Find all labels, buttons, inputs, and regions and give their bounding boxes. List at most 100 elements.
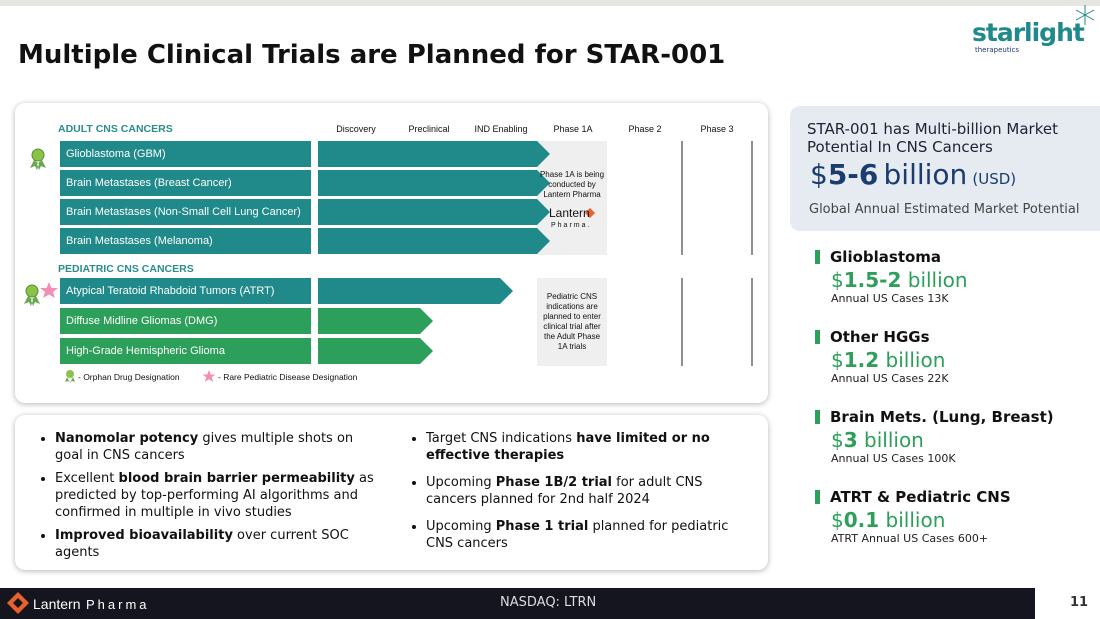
market-panel <box>790 106 1100 231</box>
bullet-bold: Nanomolar potency <box>55 431 199 446</box>
indication-list: Glioblastoma $1.5-2 billion Annual US Case… <box>815 250 1095 570</box>
indication-row: High-Grade Hemispheric Glioma <box>60 338 311 364</box>
amount: 5-6 <box>827 158 879 191</box>
indication-row: Brain Metastases (Melanoma) <box>60 228 311 254</box>
slide-title: Multiple Clinical Trials are Planned for… <box>18 40 726 70</box>
indication-row: Diffuse Midline Gliomas (DMG) <box>60 308 311 334</box>
indication-cases: ATRT Annual US Cases 600+ <box>831 532 989 545</box>
legend-entry: - Orphan Drug Designation <box>78 372 180 382</box>
unit: billion <box>907 268 968 292</box>
currency: $ <box>831 268 844 292</box>
indication-row: Glioblastoma (GBM) <box>60 141 311 167</box>
legend-entry: - Rare Pediatric Disease Designation <box>218 372 358 382</box>
stage-label: Phase 2 <box>628 124 662 134</box>
indication: Glioblastoma $1.5-2 billion Annual US Case… <box>815 250 1095 330</box>
currency: $ <box>831 428 844 452</box>
pipeline-graphics <box>24 141 753 383</box>
unit: billion <box>885 508 946 532</box>
currency: $ <box>810 158 828 191</box>
phase-note: Pediatric CNS indications are planned to… <box>543 292 601 351</box>
indication-value: $0.1 billion <box>831 508 1095 532</box>
bullet: Excellent blood brain barrier permeabili… <box>55 470 377 521</box>
progress-bars <box>318 308 433 364</box>
bullet-bold: Phase 1 trial <box>495 519 589 534</box>
footer-brand: Lantern <box>33 596 81 612</box>
bullet-text: Target CNS indications <box>426 431 577 446</box>
unit: billion <box>885 348 946 372</box>
section-label: ADULT CNS CANCERS <box>58 123 173 135</box>
rare-icon <box>40 282 58 298</box>
indication: ATRT & Pediatric CNS $0.1 billion ATRT Ann… <box>815 490 1095 570</box>
indication-row: Brain Metastases (Non-Small Cell Lung Ca… <box>60 199 311 225</box>
stage-label: Discovery <box>336 124 376 134</box>
logo-sub: therapeutics <box>975 46 1020 54</box>
orphan-icon <box>30 148 46 170</box>
currency: $ <box>831 508 844 532</box>
bullet-text: Upcoming <box>426 475 496 490</box>
bullet: Improved bioavailability over current SO… <box>55 527 377 561</box>
orphan-icon <box>24 284 40 306</box>
footer-logo-icon <box>7 592 29 614</box>
phase-box <box>537 141 607 255</box>
bullet-text: as predicted by top-performing AI algori… <box>55 471 374 520</box>
footer-brand-sub: Pharma <box>86 597 150 612</box>
stage-label: Preclinical <box>408 124 450 134</box>
unit: billion <box>883 158 968 191</box>
phase-box <box>537 278 607 366</box>
bullet-bold: blood brain barrier permeability <box>118 471 355 486</box>
partner-logo-icon <box>585 208 595 218</box>
bullet: Upcoming Phase 1B/2 trial for adult CNS … <box>426 474 753 508</box>
indication-cases: Annual US Cases 13K <box>831 292 949 305</box>
partner-logo: Lantern <box>549 206 590 220</box>
bullet: Upcoming Phase 1 trial planned for pedia… <box>426 518 753 552</box>
indication-name: Brain Mets. (Lung, Breast) <box>815 410 1095 425</box>
indication-row: Brain Metastases (Breast Cancer) <box>60 170 311 196</box>
bullets-card <box>15 415 768 570</box>
footer-bar <box>0 588 1035 619</box>
indication-name: ATRT & Pediatric CNS <box>815 490 1095 505</box>
section-label: PEDIATRIC CNS CANCERS <box>58 263 194 275</box>
market-caption: Global Annual Estimated Market Potential <box>809 202 1080 217</box>
indication-cases: Annual US Cases 100K <box>831 452 956 465</box>
unit: billion <box>864 428 924 452</box>
stage-label: Phase 3 <box>700 124 734 134</box>
currency: $ <box>831 348 844 372</box>
orphan-icon <box>65 370 75 383</box>
unit-note: (USD) <box>972 170 1017 188</box>
bullet-list: Nanomolar potency gives multiple shots o… <box>37 430 377 567</box>
bullet-text: for adult CNS cancers planned for 2nd ha… <box>426 475 703 507</box>
bullet-text: gives multiple shots on goal in CNS canc… <box>55 431 354 463</box>
market-heading: STAR-001 has Multi-billion Market Potent… <box>807 120 1058 156</box>
stage-label: Phase 1A <box>553 124 593 134</box>
bullet-text: planned for pediatric CNS cancers <box>426 519 729 551</box>
bullet-bold: Improved bioavailability <box>55 528 233 543</box>
partner-logo-sub: Pharma. <box>551 222 592 229</box>
page-number: 11 <box>1070 595 1089 610</box>
indication-cases: Annual US Cases 22K <box>831 372 949 385</box>
ticker: NASDAQ: LTRN <box>500 595 597 610</box>
indication-value: $3 billion <box>831 428 1095 452</box>
bullet-bold: have limited or no effective therapies <box>426 431 710 463</box>
amount: 1.5-2 <box>843 268 902 292</box>
progress-bars <box>318 141 550 304</box>
indication-value: $1.2 billion <box>831 348 1095 372</box>
amount: 3 <box>843 428 858 452</box>
bullet: Target CNS indications have limited or n… <box>426 430 753 464</box>
bullet-bold: Phase 1B/2 trial <box>495 475 613 490</box>
amount: 0.1 <box>843 508 880 532</box>
top-band <box>0 0 1100 6</box>
bullet: Nanomolar potency gives multiple shots o… <box>55 430 377 464</box>
logo-star <box>1075 5 1095 25</box>
market-value: $5-6 billion (USD) <box>810 158 1016 191</box>
indication-name: Glioblastoma <box>815 250 1095 265</box>
phase-note: Phase 1A is being conducted by Lantern P… <box>539 170 605 199</box>
column-lines <box>681 141 753 366</box>
logo: starlight <box>972 18 1085 47</box>
bullet-text: over current SOC agents <box>55 528 349 560</box>
indication: Other HGGs $1.2 billion Annual US Cases 22… <box>815 330 1095 410</box>
bullet-text: Upcoming <box>426 519 496 534</box>
bullet-text: Excellent <box>55 471 119 486</box>
amount: 1.2 <box>843 348 880 372</box>
bullet-list: Target CNS indications have limited or n… <box>408 430 753 558</box>
